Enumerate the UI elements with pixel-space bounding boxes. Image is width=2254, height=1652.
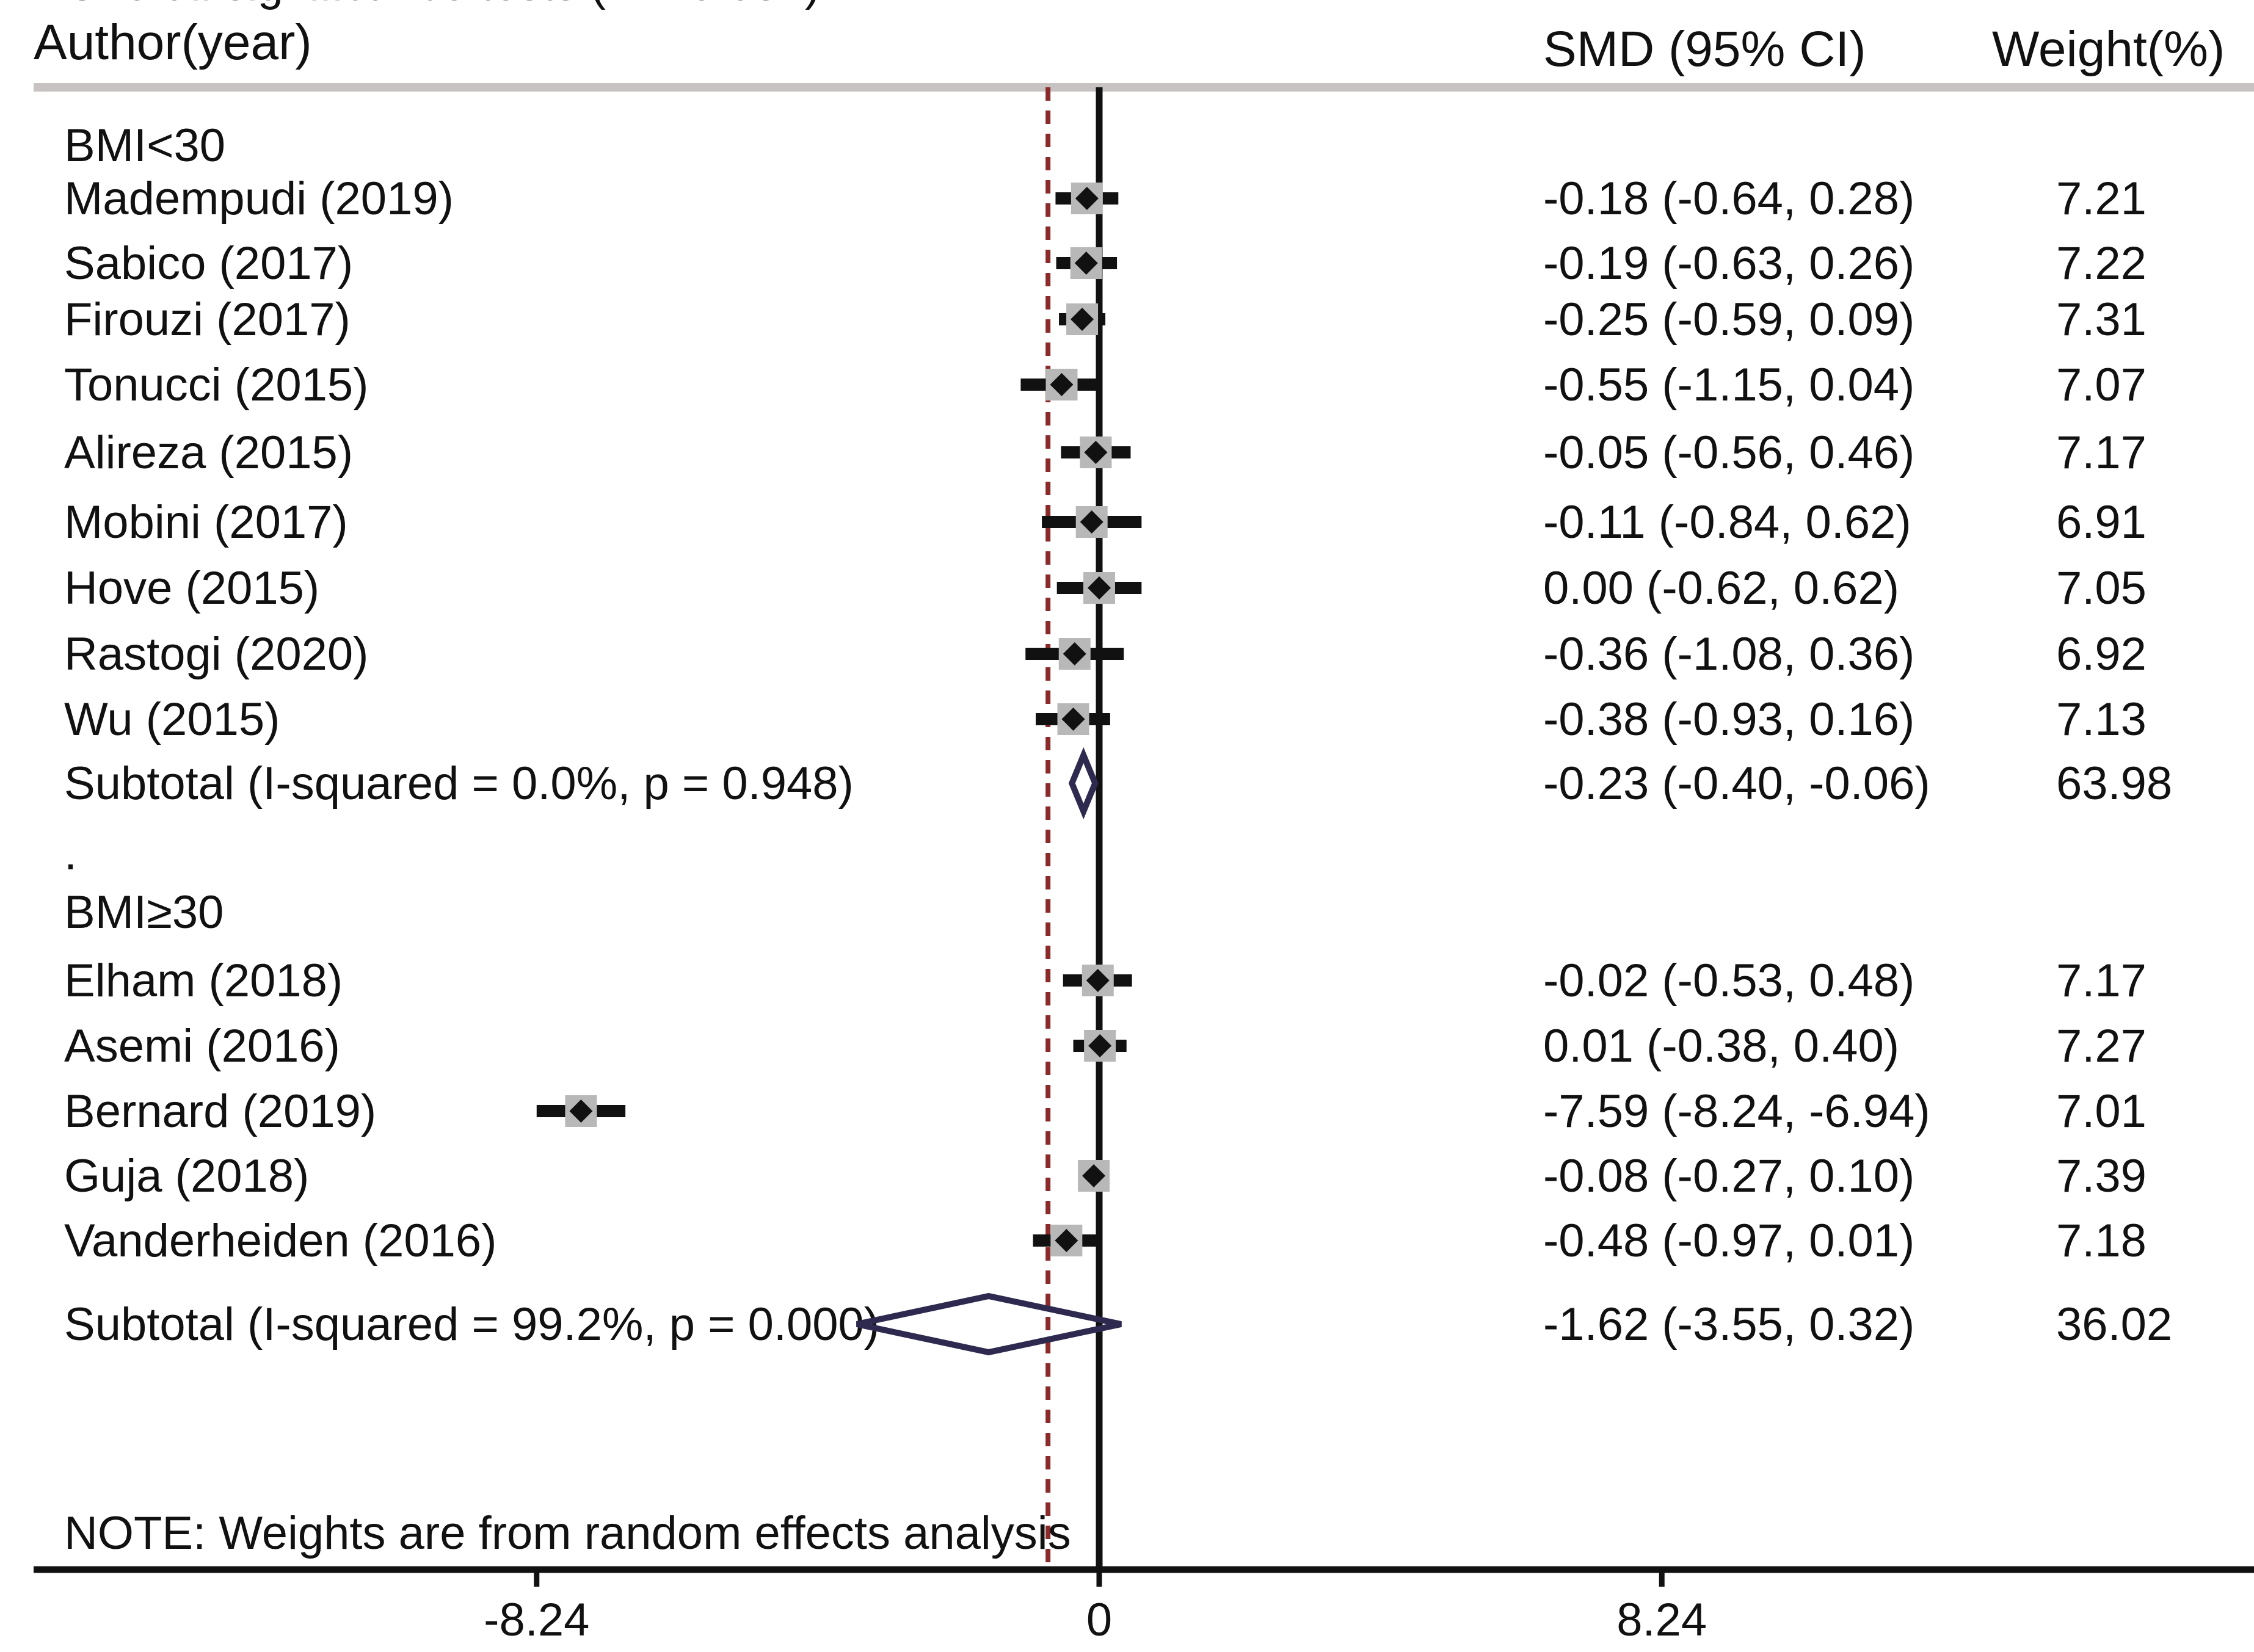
- study-label: Sabico (2017): [64, 237, 353, 289]
- overall-significance-text: Overall significance tests (P = 0.052): [64, 0, 820, 10]
- weight-value: 6.92: [2056, 628, 2147, 680]
- point-estimate: [1082, 1164, 1106, 1187]
- point-estimate: [1074, 252, 1098, 275]
- smd-ci-value: -1.62 (-3.55, 0.32): [1543, 1299, 1914, 1350]
- smd-ci-value: -0.11 (-0.84, 0.62): [1543, 496, 1911, 548]
- weight-value: 7.27: [2056, 1020, 2147, 1072]
- study-label: Rastogi (2020): [64, 628, 369, 680]
- point-estimate: [1061, 708, 1085, 731]
- smd-ci-value: -0.36 (-1.08, 0.36): [1543, 628, 1914, 680]
- study-label: Wu (2015): [64, 694, 280, 745]
- group-label: BMI<30: [64, 120, 225, 172]
- row-study: Firouzi (2017) -0.25 (-0.59, 0.09) 7.31: [64, 294, 2147, 346]
- point-estimate: [1088, 1034, 1112, 1057]
- separator-dot: .: [64, 828, 77, 880]
- point-estimate: [569, 1100, 593, 1123]
- smd-ci-value: -0.18 (-0.64, 0.28): [1543, 173, 1914, 225]
- row-study: Hove (2015) 0.00 (-0.62, 0.62) 7.05: [64, 562, 2147, 614]
- weight-value: 36.02: [2056, 1299, 2172, 1350]
- smd-ci-value: -0.02 (-0.53, 0.48): [1543, 955, 1914, 1007]
- weight-value: 7.05: [2056, 562, 2147, 614]
- point-estimate: [1088, 576, 1111, 600]
- x-tick-label: -8.24: [484, 1594, 589, 1646]
- weight-value: 7.01: [2056, 1085, 2147, 1137]
- row-study: Vanderheiden (2016) -0.48 (-0.97, 0.01) 7.…: [64, 1215, 2147, 1267]
- point-estimate: [1084, 441, 1108, 464]
- point-estimate: [1063, 642, 1086, 665]
- weight-value: 7.17: [2056, 427, 2147, 479]
- subtotal-label: Subtotal (I-squared = 99.2%, p = 0.000): [64, 1299, 879, 1350]
- study-label: Guja (2018): [64, 1150, 309, 1202]
- point-estimate: [1055, 1229, 1078, 1252]
- smd-ci-value: -0.38 (-0.93, 0.16): [1543, 694, 1914, 745]
- row-study: Elham (2018) -0.02 (-0.53, 0.48) 7.17: [64, 955, 2147, 1007]
- x-tick-label: 8.24: [1616, 1594, 1707, 1646]
- pooled-diamond: [1068, 747, 1099, 820]
- weight-value: 7.21: [2056, 173, 2147, 225]
- study-label: Madempudi (2019): [64, 173, 454, 225]
- x-axis-ticks: -8.24 0 8.24: [484, 1570, 1707, 1646]
- row-study: Sabico (2017) -0.19 (-0.63, 0.26) 7.22: [64, 237, 2147, 289]
- pooled-diamond: [856, 1292, 1122, 1356]
- study-label: Mobini (2017): [64, 496, 348, 548]
- weights-footnote: NOTE: Weights are from random effects an…: [64, 1507, 1071, 1559]
- study-label: Bernard (2019): [64, 1085, 376, 1137]
- smd-ci-value: 0.00 (-0.62, 0.62): [1543, 562, 1899, 614]
- study-label: Hove (2015): [64, 562, 319, 614]
- study-label: Firouzi (2017): [64, 294, 351, 346]
- row-spacer: .: [64, 828, 77, 880]
- smd-ci-value: -0.23 (-0.40, -0.06): [1543, 758, 1930, 810]
- smd-column-header: SMD (95% CI): [1543, 21, 1866, 77]
- row-group: BMI<30: [64, 120, 225, 172]
- smd-ci-value: -0.55 (-1.15, 0.04): [1543, 359, 1914, 411]
- row-study: Guja (2018) -0.08 (-0.27, 0.10) 7.39: [64, 1150, 2147, 1202]
- weight-value: 63.98: [2056, 758, 2172, 810]
- weight-value: 7.31: [2056, 294, 2147, 346]
- weight-value: 7.22: [2056, 237, 2147, 289]
- smd-ci-value: 0.01 (-0.38, 0.40): [1543, 1020, 1899, 1072]
- study-label: Vanderheiden (2016): [64, 1215, 496, 1267]
- study-label: Asemi (2016): [64, 1020, 340, 1072]
- weight-value: 7.18: [2056, 1215, 2147, 1267]
- row-study: Madempudi (2019) -0.18 (-0.64, 0.28) 7.21: [64, 173, 2147, 225]
- row-subtotal: Subtotal (I-squared = 0.0%, p = 0.948) -0…: [64, 747, 2172, 820]
- point-estimate: [1080, 510, 1103, 534]
- row-study: Bernard (2019) -7.59 (-8.24, -6.94) 7.01: [64, 1085, 2147, 1137]
- author-column-header: Author(year): [34, 15, 312, 70]
- row-study: Rastogi (2020) -0.36 (-1.08, 0.36) 6.92: [64, 628, 2147, 680]
- weight-value: 7.07: [2056, 359, 2147, 411]
- study-label: Elham (2018): [64, 955, 343, 1007]
- row-subtotal: Subtotal (I-squared = 99.2%, p = 0.000) -…: [64, 1292, 2172, 1356]
- smd-ci-value: -7.59 (-8.24, -6.94): [1543, 1085, 1930, 1137]
- row-study: Mobini (2017) -0.11 (-0.84, 0.62) 6.91: [64, 496, 2147, 548]
- row-study: Asemi (2016) 0.01 (-0.38, 0.40) 7.27: [64, 1020, 2147, 1072]
- point-estimate: [1075, 187, 1099, 210]
- row-study: Alireza (2015) -0.05 (-0.56, 0.46) 7.17: [64, 427, 2147, 479]
- smd-ci-value: -0.05 (-0.56, 0.46): [1543, 427, 1914, 479]
- subtotal-label: Subtotal (I-squared = 0.0%, p = 0.948): [64, 758, 854, 810]
- point-estimate: [1086, 969, 1110, 992]
- row-group: BMI≥30: [64, 886, 224, 938]
- weight-value: 7.17: [2056, 955, 2147, 1007]
- row-note: Overall significance tests (P = 0.052): [64, 0, 820, 10]
- row-study: Tonucci (2015) -0.55 (-1.15, 0.04) 7.07: [64, 359, 2147, 411]
- row-study: Wu (2015) -0.38 (-0.93, 0.16) 7.13: [64, 694, 2147, 745]
- smd-ci-value: -0.48 (-0.97, 0.01): [1543, 1215, 1914, 1267]
- smd-ci-value: -0.08 (-0.27, 0.10): [1543, 1150, 1914, 1202]
- x-tick-label: 0: [1086, 1594, 1112, 1646]
- study-label: Alireza (2015): [64, 427, 353, 479]
- weight-value: 7.39: [2056, 1150, 2147, 1202]
- point-estimate: [1071, 308, 1094, 331]
- group-label: BMI≥30: [64, 886, 224, 938]
- smd-ci-value: -0.19 (-0.63, 0.26): [1543, 237, 1914, 289]
- smd-ci-value: -0.25 (-0.59, 0.09): [1543, 294, 1914, 346]
- study-label: Tonucci (2015): [64, 359, 369, 411]
- weight-column-header: Weight(%): [1992, 21, 2225, 77]
- weight-value: 6.91: [2056, 496, 2147, 548]
- weight-value: 7.13: [2056, 694, 2147, 745]
- point-estimate: [1050, 373, 1074, 396]
